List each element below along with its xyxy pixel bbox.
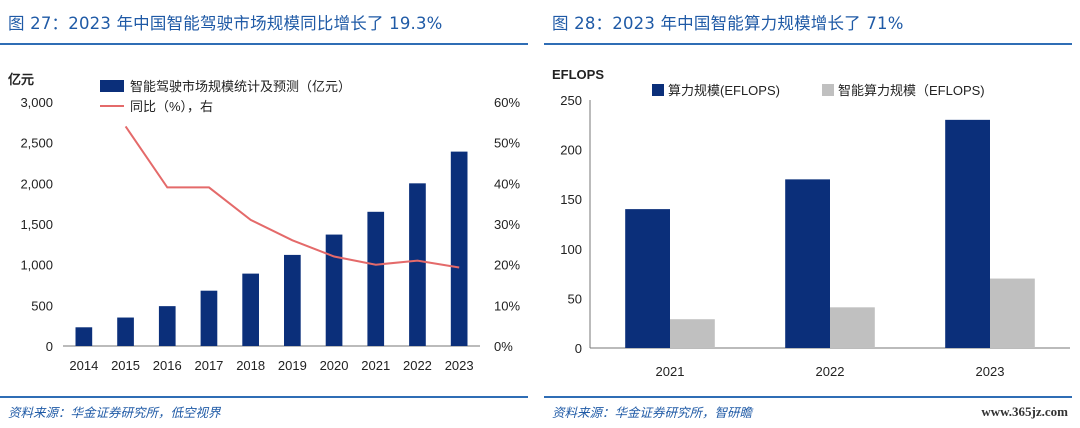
left-x-tick-label: 2017 <box>194 358 223 373</box>
intelligent-compute-bar <box>670 319 715 348</box>
left-y2-tick-label: 40% <box>494 176 520 191</box>
market-size-bar <box>117 317 134 346</box>
left-y2-tick-label: 30% <box>494 217 520 232</box>
market-size-bar <box>284 254 301 346</box>
market-size-bar <box>325 234 343 346</box>
left-x-tick-label: 2020 <box>320 358 349 373</box>
right-y-tick-label: 150 <box>560 192 582 207</box>
left-x-tick-label: 2022 <box>403 358 432 373</box>
left-y-tick-label: 500 <box>31 298 53 313</box>
left-y-axis-label: 亿元 <box>8 72 34 87</box>
market-size-bar <box>200 290 218 346</box>
right-top-rule <box>544 43 1072 45</box>
compute-scale-bar <box>785 179 830 348</box>
right-y-tick-label: 250 <box>560 93 582 108</box>
left-y2-tick-label: 60% <box>494 95 520 110</box>
legend-label-intelligent: 智能算力规模（EFLOPS) <box>838 83 985 98</box>
left-y-tick-label: 2,000 <box>20 176 53 191</box>
right-y-tick-label: 0 <box>575 341 582 356</box>
right-y-tick-label: 200 <box>560 143 582 158</box>
market-size-bar <box>158 306 176 346</box>
market-size-bar <box>409 183 426 346</box>
watermark: www.365jz.com <box>981 404 1068 419</box>
intelligent-compute-bar <box>990 278 1035 348</box>
compute-scale-chart: EFLOPS 0 50 100 150 200 250 2021 2022 2023 算力规模(EF… <box>552 67 1070 379</box>
legend-label-line: 同比（%），右 <box>130 99 213 114</box>
left-figure-panel: 图 27：2023 年中国智能驾驶市场规模同比增长了 19.3% 亿元 0 500 1… <box>0 0 536 428</box>
compute-scale-bar <box>945 119 990 348</box>
left-source-note: 资料来源：华金证券研究所，低空视界 <box>8 405 221 420</box>
right-y-axis-label: EFLOPS <box>552 67 604 82</box>
left-y2-tick-label: 10% <box>494 298 520 313</box>
legend-swatch-intelligent <box>822 84 834 96</box>
yoy-growth-line <box>124 125 460 269</box>
market-size-bar <box>75 327 93 346</box>
left-y-tick-label: 1,000 <box>20 258 53 273</box>
left-bottom-rule <box>0 396 528 398</box>
right-x-tick-label: 2021 <box>656 364 685 379</box>
right-figure-panel: 图 28：2023 年中国智能算力规模增长了 71% EFLOPS 0 50 100 1… <box>544 0 1080 428</box>
legend-label-bar: 智能驾驶市场规模统计及预测（亿元） <box>130 79 351 94</box>
left-y-tick-label: 3,000 <box>20 95 53 110</box>
compute-scale-bar <box>625 209 670 348</box>
left-y-tick-label: 1,500 <box>20 217 53 232</box>
left-x-tick-label: 2023 <box>445 358 474 373</box>
left-y-tick-label: 0 <box>46 339 53 354</box>
right-y-tick-label: 50 <box>568 291 582 306</box>
legend-swatch-bar <box>100 80 124 92</box>
right-figure-title: 图 28：2023 年中国智能算力规模增长了 71% <box>552 14 904 33</box>
right-bottom-rule <box>544 396 1072 398</box>
right-y-tick-label: 100 <box>560 242 582 257</box>
market-size-bar <box>242 273 259 346</box>
market-size-bar <box>450 151 468 346</box>
legend-label-compute: 算力规模(EFLOPS) <box>668 83 780 98</box>
left-y2-tick-label: 50% <box>494 136 520 151</box>
left-y-tick-label: 2,500 <box>20 136 53 151</box>
left-x-tick-label: 2016 <box>153 358 182 373</box>
left-x-tick-label: 2018 <box>236 358 265 373</box>
right-x-tick-label: 2023 <box>976 364 1005 379</box>
market-size-chart: 亿元 0 500 1,000 1,500 2,000 2,500 3,000 0% 10% 20% 3… <box>8 72 520 373</box>
intelligent-compute-bar <box>830 307 875 348</box>
right-source-note: 资料来源：华金证券研究所，智研瞻 <box>552 405 753 420</box>
left-y2-tick-label: 0% <box>494 339 513 354</box>
right-x-tick-label: 2022 <box>816 364 845 379</box>
left-x-tick-label: 2019 <box>278 358 307 373</box>
left-x-tick-label: 2021 <box>361 358 390 373</box>
left-figure-title: 图 27：2023 年中国智能驾驶市场规模同比增长了 19.3% <box>8 14 443 33</box>
left-x-tick-label: 2014 <box>69 358 98 373</box>
market-size-bar <box>367 211 385 346</box>
left-x-tick-label: 2015 <box>111 358 140 373</box>
left-top-rule <box>0 43 528 45</box>
left-y2-tick-label: 20% <box>494 258 520 273</box>
legend-swatch-compute <box>652 84 664 96</box>
